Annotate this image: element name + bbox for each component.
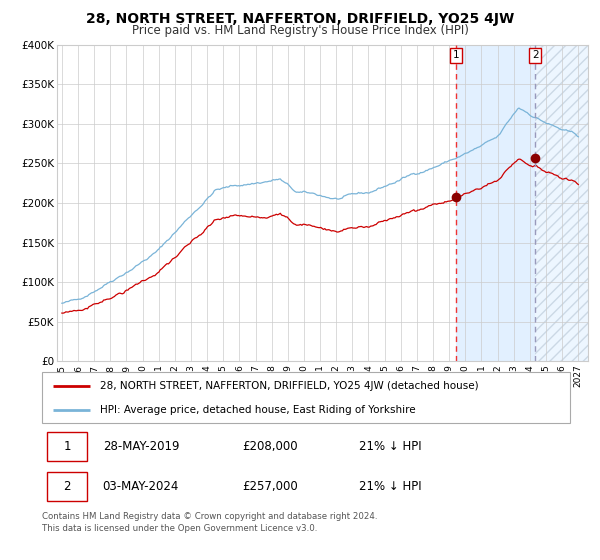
Text: Price paid vs. HM Land Registry's House Price Index (HPI): Price paid vs. HM Land Registry's House …	[131, 24, 469, 37]
Text: £208,000: £208,000	[242, 440, 298, 453]
Text: HPI: Average price, detached house, East Riding of Yorkshire: HPI: Average price, detached house, East…	[100, 405, 416, 415]
Text: 1: 1	[64, 440, 71, 453]
Text: 2: 2	[532, 50, 539, 60]
Text: 1: 1	[452, 50, 459, 60]
Text: Contains HM Land Registry data © Crown copyright and database right 2024.
This d: Contains HM Land Registry data © Crown c…	[42, 512, 377, 533]
Text: 21% ↓ HPI: 21% ↓ HPI	[359, 440, 421, 453]
Text: 28, NORTH STREET, NAFFERTON, DRIFFIELD, YO25 4JW: 28, NORTH STREET, NAFFERTON, DRIFFIELD, …	[86, 12, 514, 26]
Text: £257,000: £257,000	[242, 480, 298, 493]
Text: 03-MAY-2024: 03-MAY-2024	[103, 480, 179, 493]
Bar	[535, 45, 588, 361]
Text: 2: 2	[64, 480, 71, 493]
FancyBboxPatch shape	[47, 472, 87, 501]
Text: 28, NORTH STREET, NAFFERTON, DRIFFIELD, YO25 4JW (detached house): 28, NORTH STREET, NAFFERTON, DRIFFIELD, …	[100, 380, 479, 390]
Bar	[456, 45, 535, 361]
Text: 21% ↓ HPI: 21% ↓ HPI	[359, 480, 421, 493]
Text: 28-MAY-2019: 28-MAY-2019	[103, 440, 179, 453]
FancyBboxPatch shape	[42, 372, 570, 423]
FancyBboxPatch shape	[47, 432, 87, 461]
